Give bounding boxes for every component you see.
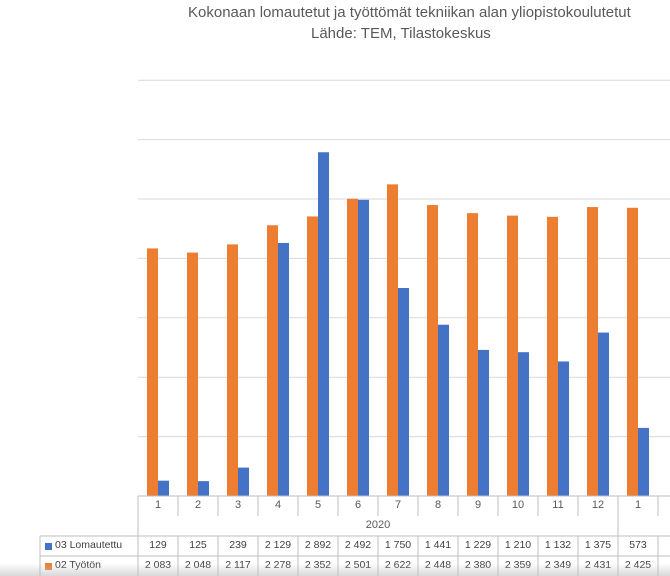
bar-tyoton <box>627 207 638 496</box>
bar-lomautettu <box>518 352 529 496</box>
legend-series-name: 03 Lomautettu <box>55 539 123 551</box>
bar-tyoton <box>307 216 318 496</box>
table-cell: 129 <box>149 539 167 551</box>
x-tick-label: 7 <box>394 499 402 511</box>
table-cell: 1 132 <box>544 539 572 551</box>
x-tick-label: 2 <box>194 499 202 511</box>
x-tick-label: 12 <box>591 499 605 511</box>
bar-lomautettu <box>558 361 569 496</box>
bar-lomautettu <box>158 480 169 496</box>
table-cell: 2 492 <box>344 539 372 551</box>
table-cell: 125 <box>189 539 207 551</box>
table-cell: 1 375 <box>584 539 612 551</box>
bar-lomautettu <box>398 288 409 496</box>
chart-subtitle: Lähde: TEM, Tilastokeskus <box>311 25 491 42</box>
x-tick-label: 8 <box>434 499 442 511</box>
table-cell: 1 750 <box>384 539 412 551</box>
x-tick-label: 9 <box>474 499 482 511</box>
x-tick-label: 5 <box>314 499 322 511</box>
table-cell: 1 441 <box>424 539 452 551</box>
bar-tyoton <box>187 252 198 496</box>
bar-lomautettu <box>358 199 369 497</box>
bar-tyoton <box>267 225 278 497</box>
bar-lomautettu <box>318 152 329 496</box>
bar-tyoton <box>427 205 438 496</box>
x-tick-label: 6 <box>354 499 362 511</box>
table-cell: 573 <box>629 539 647 551</box>
bar-lomautettu <box>598 332 609 496</box>
bar-lomautettu <box>478 349 489 496</box>
bar-tyoton <box>227 244 238 496</box>
bar-tyoton <box>507 215 518 496</box>
x-tick-label: 3 <box>234 499 242 511</box>
bar-tyoton <box>547 216 558 496</box>
bar-tyoton <box>347 198 358 496</box>
bar-tyoton <box>147 248 158 496</box>
x-tick-label: 11 <box>552 499 564 511</box>
x-tick-label: 1 <box>154 499 162 511</box>
bottom-edge-shadow <box>0 563 670 576</box>
bar-lomautettu <box>438 324 449 496</box>
bar-lomautettu <box>198 481 209 496</box>
table-cell: 1 229 <box>464 539 492 551</box>
x-tick-label: 10 <box>511 499 525 511</box>
bar-tyoton <box>467 213 478 496</box>
table-cell: 1 210 <box>504 539 532 551</box>
bar-tyoton <box>387 184 398 496</box>
x-tick-label: 4 <box>274 499 282 511</box>
bar-lomautettu <box>638 427 649 496</box>
bar-lomautettu <box>278 242 289 496</box>
table-cell: 239 <box>229 539 247 551</box>
year-label: 2020 <box>365 519 391 531</box>
legend-swatch <box>45 543 52 550</box>
x-tick-label: 1 <box>634 499 642 511</box>
bar-lomautettu <box>238 467 249 496</box>
chart-title: Kokonaan lomautetut ja työttömät tekniik… <box>188 4 631 21</box>
bar-tyoton <box>587 207 598 496</box>
table-cell: 2 892 <box>304 539 332 551</box>
table-cell: 2 129 <box>264 539 292 551</box>
